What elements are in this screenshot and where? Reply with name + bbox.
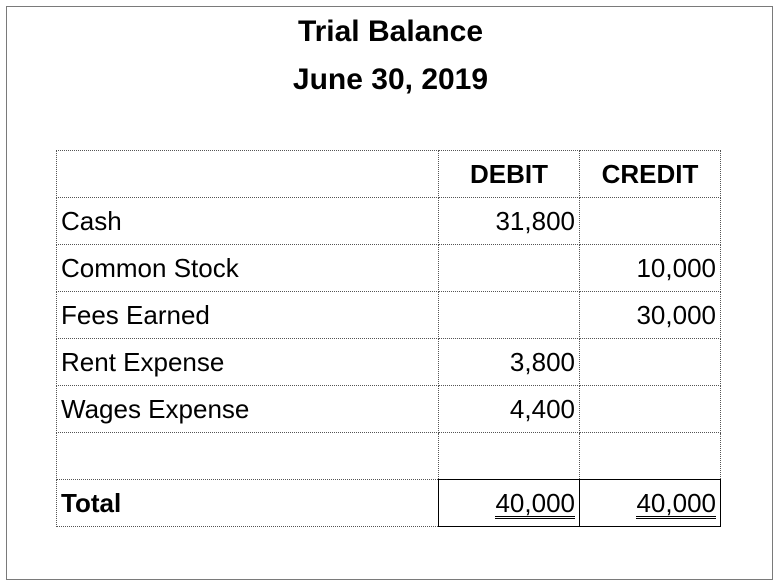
table-row: Rent Expense 3,800 (56, 338, 721, 386)
credit-amount (579, 338, 721, 386)
account-name: Wages Expense (56, 385, 439, 433)
statement-date: June 30, 2019 (292, 63, 489, 96)
credit-amount (579, 432, 721, 480)
account-name: Cash (56, 197, 439, 245)
credit-column-header: CREDIT (579, 150, 721, 198)
credit-amount: 30,000 (579, 291, 721, 339)
trial-balance-table: DEBIT CREDIT Cash 31,800 Common Stock 10… (56, 150, 721, 527)
account-name (56, 432, 439, 480)
credit-amount (579, 197, 721, 245)
table-row: Cash 31,800 (56, 197, 721, 245)
page-title: Trial Balance (297, 15, 484, 48)
total-row: Total 40,000 40,000 (56, 479, 721, 527)
account-name: Rent Expense (56, 338, 439, 386)
debit-column-header: DEBIT (438, 150, 580, 198)
document-frame (6, 6, 773, 580)
credit-amount: 10,000 (579, 244, 721, 292)
table-row (56, 432, 721, 480)
table-header-row: DEBIT CREDIT (56, 150, 721, 198)
total-debit-cell: 40,000 (438, 479, 580, 527)
total-credit-cell: 40,000 (579, 479, 721, 527)
debit-amount (438, 291, 580, 339)
credit-amount (579, 385, 721, 433)
debit-amount: 4,400 (438, 385, 580, 433)
total-credit-amount: 40,000 (636, 487, 716, 519)
account-name: Common Stock (56, 244, 439, 292)
debit-amount: 31,800 (438, 197, 580, 245)
table-row: Fees Earned 30,000 (56, 291, 721, 339)
total-debit-amount: 40,000 (495, 487, 575, 519)
account-column-header (56, 150, 439, 198)
debit-amount (438, 244, 580, 292)
account-name: Fees Earned (56, 291, 439, 339)
table-row: Wages Expense 4,400 (56, 385, 721, 433)
table-row: Common Stock 10,000 (56, 244, 721, 292)
total-label: Total (56, 479, 439, 527)
debit-amount (438, 432, 580, 480)
debit-amount: 3,800 (438, 338, 580, 386)
